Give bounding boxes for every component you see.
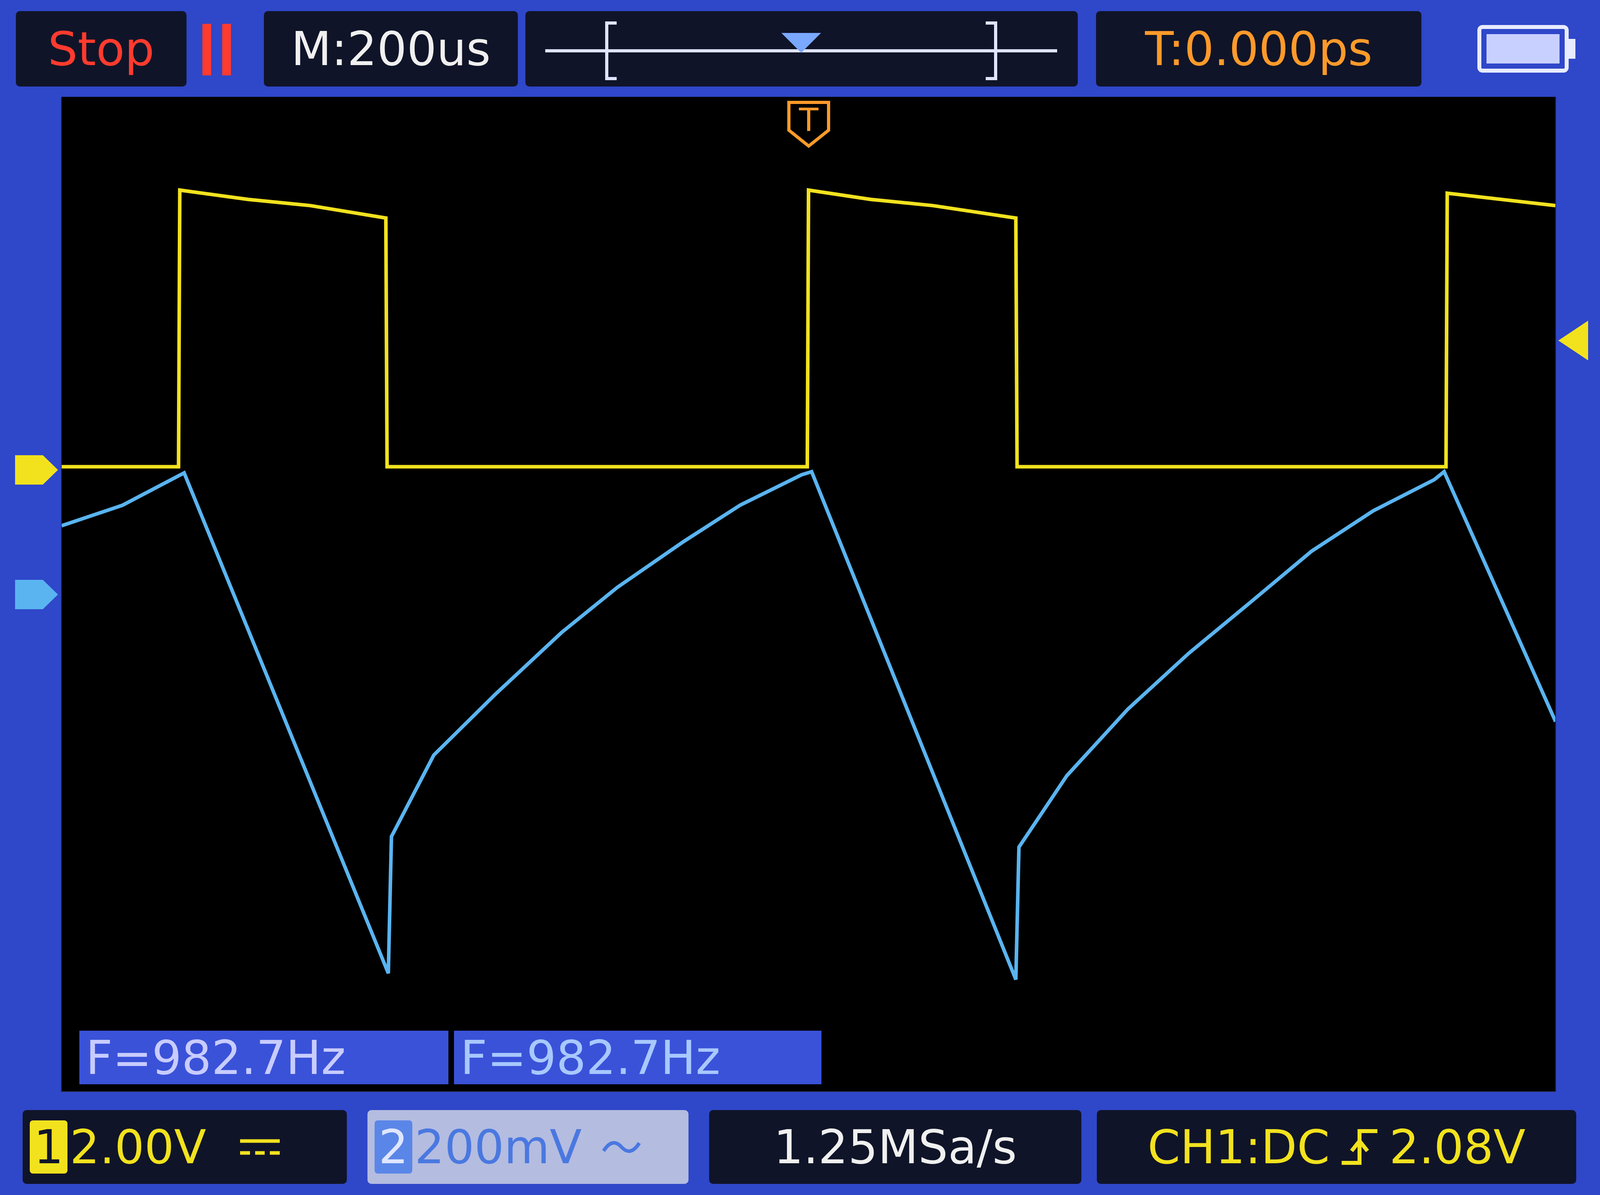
- svg-text:T: T: [798, 101, 819, 139]
- html-text:Stop: Stop: [47, 21, 155, 77]
- html-text:2 200mV: 2 200mV: [378, 1119, 582, 1175]
- html-text:CH1:DC: CH1:DC: [1147, 1119, 1330, 1175]
- html-text:1 2.00V: 1 2.00V: [33, 1119, 207, 1175]
- html-text:1.25MSa/s: 1.25MSa/s: [773, 1119, 1017, 1175]
- html-text:F=982.7Hz: F=982.7Hz: [85, 1029, 346, 1085]
- html-text:T:0.000ps: T:0.000ps: [1145, 21, 1373, 77]
- html-text:2.08V: 2.08V: [1389, 1119, 1526, 1175]
- html-text:M:200us: M:200us: [291, 21, 491, 77]
- html-text:F=982.7Hz: F=982.7Hz: [460, 1029, 721, 1085]
